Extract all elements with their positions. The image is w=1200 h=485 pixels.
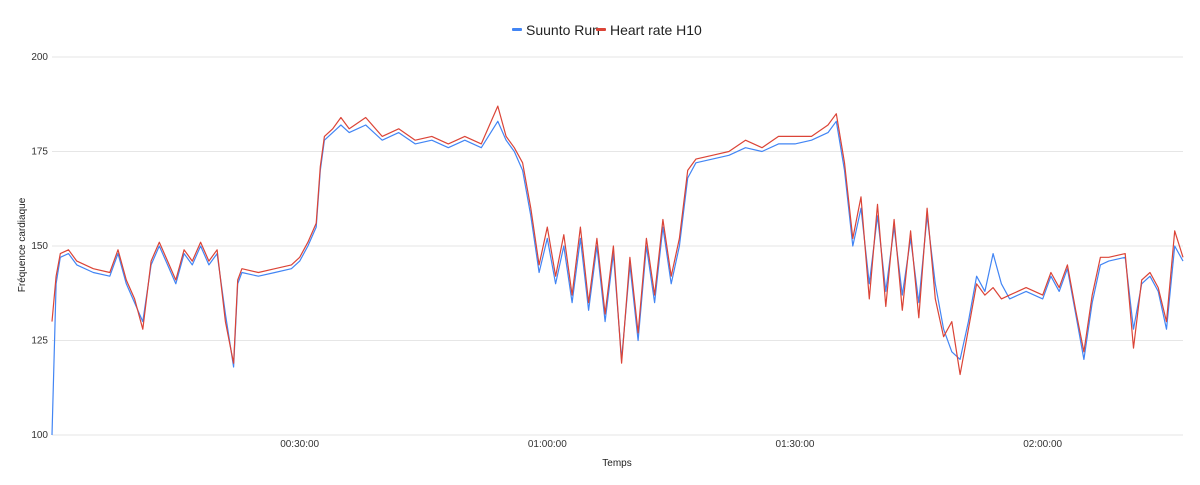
legend-item-suunto-run[interactable]: Suunto Run [512, 22, 600, 38]
y-axis-ticks: 100 125 150 175 200 [31, 52, 48, 441]
x-tick-label: 02:00:00 [1023, 439, 1062, 450]
series-lines [51, 105, 1184, 436]
legend-label-suunto-run: Suunto Run [526, 22, 600, 38]
x-axis-ticks: 00:30:00 01:00:00 01:30:00 02:00:00 [280, 439, 1062, 450]
gridlines [52, 56, 1183, 436]
x-tick-label: 01:30:00 [776, 439, 815, 450]
y-tick-label: 200 [31, 52, 48, 63]
y-axis-label: Fréquence cardiaque [17, 197, 28, 292]
legend[interactable]: Suunto Run Heart rate H10 [512, 22, 702, 38]
series-line-0 [51, 120, 1184, 436]
legend-swatch-heart-rate-h10 [596, 28, 606, 31]
x-tick-label: 01:00:00 [528, 439, 567, 450]
x-axis-label: Temps [602, 458, 631, 469]
x-tick-label: 00:30:00 [280, 439, 319, 450]
series-line-1 [51, 105, 1184, 376]
y-tick-label: 175 [31, 147, 48, 158]
legend-swatch-suunto-run [512, 28, 522, 31]
y-tick-label: 125 [31, 336, 48, 347]
legend-label-heart-rate-h10: Heart rate H10 [610, 22, 702, 38]
legend-item-heart-rate-h10[interactable]: Heart rate H10 [596, 22, 702, 38]
y-tick-label: 100 [31, 430, 48, 441]
y-tick-label: 150 [31, 241, 48, 252]
